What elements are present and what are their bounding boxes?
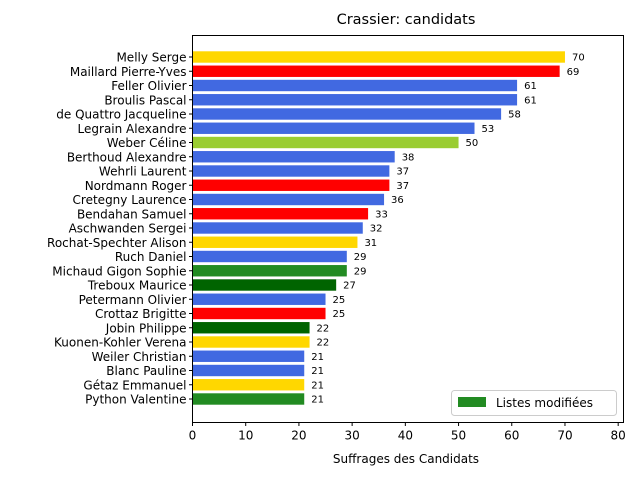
y-tick-label: Michaud Gigon Sophie xyxy=(52,264,186,278)
bar xyxy=(192,350,305,362)
bar-value-label: 37 xyxy=(396,181,409,192)
bar xyxy=(192,307,326,320)
bar-value-label: 36 xyxy=(391,195,404,206)
y-tick-label: Python Valentine xyxy=(85,393,186,407)
bar xyxy=(192,51,565,63)
x-tick-label: 80 xyxy=(611,429,626,443)
y-tick-label: Crottaz Brigitte xyxy=(95,307,187,321)
bar-value-label: 31 xyxy=(364,238,377,249)
x-tick-label: 10 xyxy=(238,429,253,443)
bar-value-label: 61 xyxy=(524,95,537,106)
y-tick-label: Wehrli Laurent xyxy=(99,165,187,179)
bar xyxy=(192,136,459,149)
bar xyxy=(192,108,502,120)
y-tick-label: Jobin Philippe xyxy=(105,321,187,335)
y-tick-label: Bendahan Samuel xyxy=(77,207,187,221)
bar xyxy=(192,322,310,334)
y-tick-label: de Quattro Jacqueline xyxy=(56,108,186,122)
y-tick-label: Weiler Christian xyxy=(92,350,187,364)
bar xyxy=(192,364,305,377)
plot-frame xyxy=(192,35,624,423)
bar-value-label: 27 xyxy=(343,281,356,292)
y-tick-label: Berthoud Alexandre xyxy=(67,150,187,164)
y-tick-label: Feller Olivier xyxy=(111,79,186,93)
x-ticks: 0 10 20 30 40 50 60 70 80 xyxy=(189,422,626,443)
bar xyxy=(192,250,347,263)
y-tick-label: Weber Céline xyxy=(107,136,187,150)
bar xyxy=(192,222,363,234)
y-tick-label: Legrain Alexandre xyxy=(78,122,187,136)
bar-value-label: 21 xyxy=(311,352,324,363)
legend-frame xyxy=(451,390,617,416)
legend: Listes modifiées xyxy=(451,390,617,416)
y-tick-label: Melly Serge xyxy=(116,51,186,65)
bar xyxy=(192,165,390,177)
x-tick-label: 50 xyxy=(451,429,466,443)
bar-value-label: 25 xyxy=(333,309,346,320)
bar xyxy=(192,393,305,405)
y-tick-label: Treboux Maurice xyxy=(87,279,187,293)
bar xyxy=(192,193,385,206)
bar-value-label: 25 xyxy=(333,295,346,306)
y-tick-label: Cretegny Laurence xyxy=(73,193,187,207)
bar xyxy=(192,236,358,248)
y-tick-label: Blanc Pauline xyxy=(106,364,186,378)
bar xyxy=(192,151,395,163)
bar-value-label: 53 xyxy=(482,124,495,135)
x-tick-label: 20 xyxy=(291,429,306,443)
bar xyxy=(192,179,390,191)
bar-value-label: 29 xyxy=(354,252,367,263)
x-tick-label: 30 xyxy=(344,429,359,443)
y-tick-label: Aschwanden Sergei xyxy=(69,222,187,236)
y-tick-label: Petermann Olivier xyxy=(79,293,187,307)
x-tick-label: 0 xyxy=(189,429,197,443)
bar xyxy=(192,336,310,348)
bar-value-label: 61 xyxy=(524,81,537,92)
bar-value-label: 21 xyxy=(311,380,324,391)
bar-value-label: 70 xyxy=(572,53,585,64)
bar xyxy=(192,65,560,77)
y-tick-label: Ruch Daniel xyxy=(115,250,187,264)
bar-value-label: 50 xyxy=(466,138,479,149)
bar xyxy=(192,122,475,134)
bar xyxy=(192,379,305,391)
bar-value-label: 32 xyxy=(370,224,383,235)
legend-label: Listes modifiées xyxy=(496,396,593,410)
x-axis-label: Suffrages des Candidats xyxy=(333,452,479,466)
bar-value-label: 22 xyxy=(317,323,330,334)
bar xyxy=(192,279,337,291)
bar-value-label: 37 xyxy=(396,167,409,178)
y-tick-label: Kuonen-Kohler Verena xyxy=(54,336,187,350)
y-tick-label: Rochat-Spechter Alison xyxy=(47,236,186,250)
bar-value-label: 33 xyxy=(375,209,388,220)
bar-value-label: 21 xyxy=(311,366,324,377)
y-tick-label: Broulis Pascal xyxy=(104,93,186,107)
bar xyxy=(192,208,369,220)
bar-value-label: 21 xyxy=(311,395,324,406)
y-tick-label: Gétaz Emmanuel xyxy=(83,378,186,392)
x-tick-label: 60 xyxy=(504,429,519,443)
x-tick-label: 40 xyxy=(398,429,413,443)
legend-swatch xyxy=(458,397,486,407)
y-tick-label: Maillard Pierre-Yves xyxy=(70,65,187,79)
bar-value-label: 38 xyxy=(402,152,415,163)
bar xyxy=(192,94,518,106)
bar-value-label: 29 xyxy=(354,266,367,277)
chart-title: Crassier: candidats xyxy=(337,12,476,28)
bar xyxy=(192,79,518,92)
bar xyxy=(192,265,347,277)
x-tick-label: 70 xyxy=(557,429,572,443)
bar-value-label: 58 xyxy=(508,110,521,121)
bar-value-label: 22 xyxy=(317,338,330,349)
bars-group: 7069616158535038373736333231292927252522… xyxy=(192,51,585,406)
bar xyxy=(192,293,326,305)
y-tick-label: Nordmann Roger xyxy=(85,179,187,193)
bar-value-label: 69 xyxy=(567,67,580,78)
